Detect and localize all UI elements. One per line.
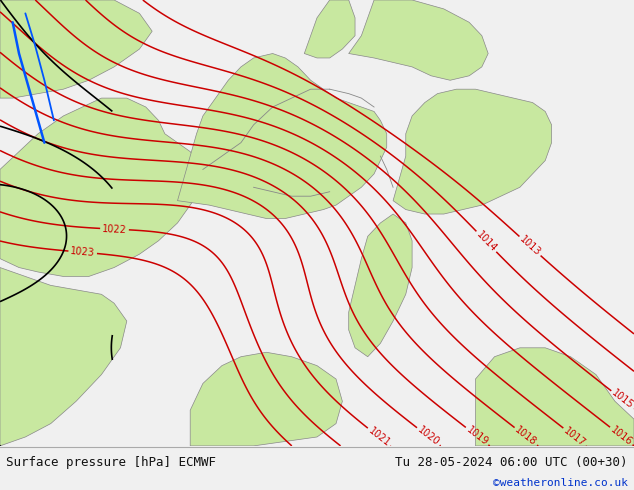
Text: 1015: 1015 bbox=[610, 388, 634, 411]
Text: 1013: 1013 bbox=[517, 234, 543, 258]
Text: 1023: 1023 bbox=[70, 246, 95, 258]
Text: 1014: 1014 bbox=[474, 229, 498, 254]
Text: 1021: 1021 bbox=[366, 425, 392, 448]
Text: Surface pressure [hPa] ECMWF: Surface pressure [hPa] ECMWF bbox=[6, 456, 216, 469]
Text: ©weatheronline.co.uk: ©weatheronline.co.uk bbox=[493, 478, 628, 489]
Text: 1017: 1017 bbox=[562, 425, 588, 448]
Text: Tu 28-05-2024 06:00 UTC (00+30): Tu 28-05-2024 06:00 UTC (00+30) bbox=[395, 456, 628, 469]
Text: 1022: 1022 bbox=[102, 223, 127, 235]
Text: 1019: 1019 bbox=[464, 425, 490, 447]
Text: 1018: 1018 bbox=[513, 425, 539, 448]
Text: 1016: 1016 bbox=[609, 424, 634, 447]
Text: 1020: 1020 bbox=[415, 425, 441, 448]
